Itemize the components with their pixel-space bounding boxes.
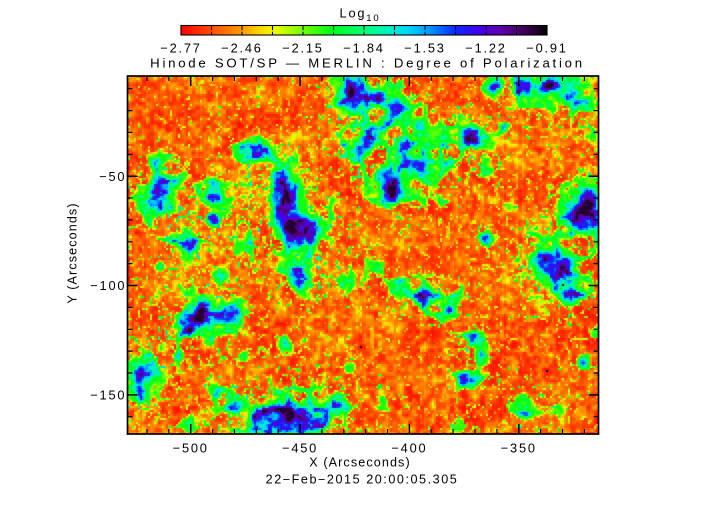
svg-text:−1.84: −1.84 [343,41,384,56]
svg-text:−2.46: −2.46 [221,41,262,56]
svg-text:−50: −50 [99,169,126,184]
svg-text:−400: −400 [391,441,427,456]
svg-text:−1.53: −1.53 [404,41,445,56]
svg-text:−1.22: −1.22 [465,41,506,56]
svg-text:−2.15: −2.15 [282,41,323,56]
svg-text:−500: −500 [173,441,209,456]
svg-text:Y (Arcseconds): Y (Arcseconds) [66,202,80,303]
svg-text:22−Feb−2015 20:00:05.305: 22−Feb−2015 20:00:05.305 [266,473,459,487]
svg-text:−100: −100 [90,278,126,293]
svg-text:Log10: Log10 [340,6,381,25]
svg-text:−0.91: −0.91 [526,41,567,56]
svg-text:X (Arcseconds): X (Arcseconds) [309,456,410,470]
svg-text:−150: −150 [90,388,126,403]
svg-text:−450: −450 [282,441,318,456]
svg-text:Hinode SOT/SP — MERLIN : Degre: Hinode SOT/SP — MERLIN : Degree of Polar… [150,56,585,71]
svg-text:−350: −350 [501,441,537,456]
svg-text:−2.77: −2.77 [160,41,201,56]
